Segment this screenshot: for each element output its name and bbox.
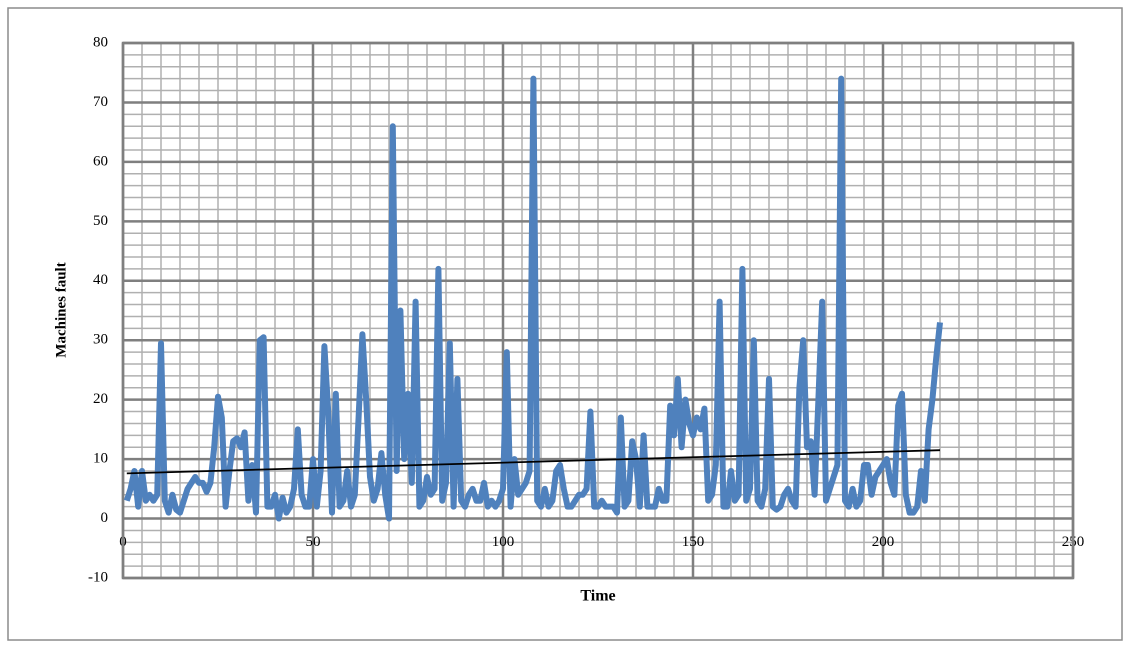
y-tick-label: 70: [93, 94, 108, 110]
x-tick-label: 100: [492, 534, 515, 550]
x-tick-label: 150: [682, 534, 705, 550]
plot-border: [121, 41, 1075, 580]
y-tick-label: 10: [93, 451, 108, 467]
y-tick-label: 0: [101, 510, 109, 526]
y-tick-label: 40: [93, 272, 108, 288]
y-tick-label: 50: [93, 213, 108, 229]
y-tick-label: 20: [93, 391, 108, 407]
x-axis-title: Time: [580, 588, 615, 605]
x-tick-label: 200: [872, 534, 895, 550]
y-tick-label: -10: [88, 569, 108, 585]
y-tick-label: 30: [93, 332, 108, 348]
data-line: [123, 75, 943, 522]
x-tick-label: 50: [306, 534, 321, 550]
y-axis-title: Machines fault: [53, 262, 69, 357]
trendline: [126, 449, 941, 475]
y-tick-label: 60: [93, 153, 108, 169]
y-tick-label: 80: [93, 34, 108, 50]
